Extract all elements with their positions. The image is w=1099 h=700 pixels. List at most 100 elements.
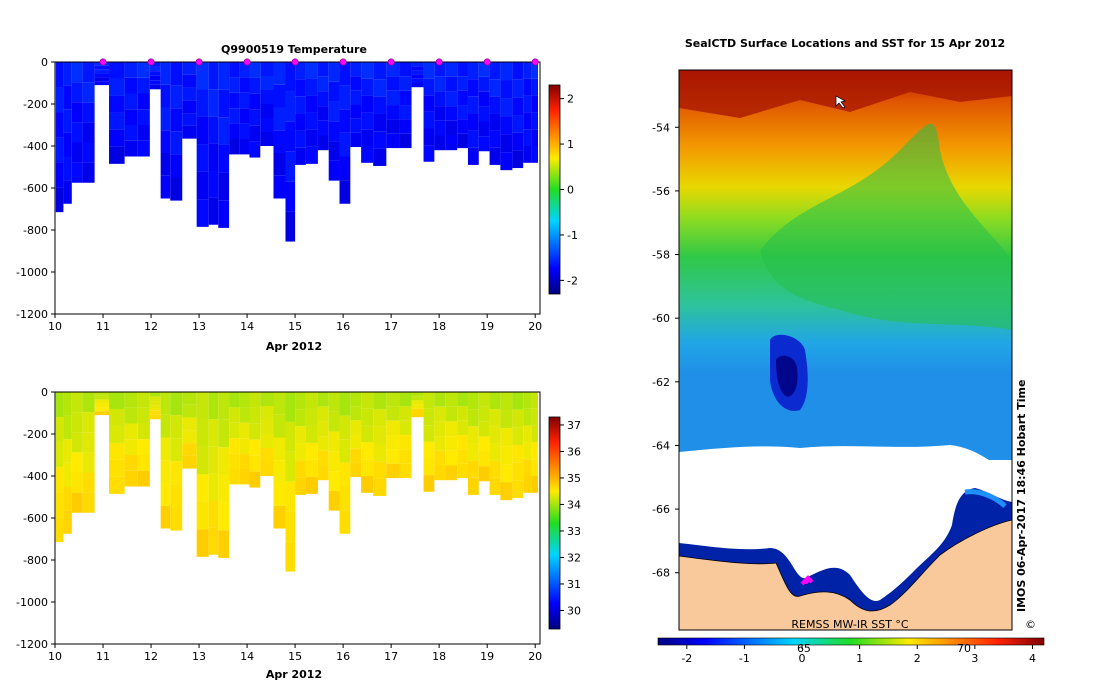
profile-cell bbox=[63, 510, 72, 534]
profile-cell bbox=[208, 527, 219, 555]
profile-cell bbox=[512, 480, 524, 499]
x-tick-label: 11 bbox=[96, 650, 110, 663]
profile-cell bbox=[305, 95, 318, 113]
profile-cell bbox=[467, 477, 479, 495]
profile-cell bbox=[317, 436, 329, 451]
profile-cell bbox=[285, 392, 296, 422]
profile-cell bbox=[182, 125, 197, 139]
profile-cell bbox=[109, 459, 125, 477]
profile-cell bbox=[386, 420, 400, 436]
profile-cell bbox=[170, 108, 183, 132]
profile-cell bbox=[445, 450, 458, 466]
profile-cell bbox=[317, 450, 329, 466]
profile-cell bbox=[218, 502, 230, 531]
profile-cell bbox=[328, 490, 340, 511]
salinity-colorbar-ticks: 37 36 35 34 33 32 31 30 bbox=[560, 419, 581, 617]
profile-cell bbox=[445, 465, 458, 481]
profile-cell bbox=[196, 171, 209, 200]
profile-cell bbox=[71, 62, 83, 83]
profile-cell bbox=[208, 62, 219, 90]
profile-cell bbox=[182, 430, 197, 444]
profile-cell bbox=[160, 62, 171, 85]
profile-cell bbox=[82, 82, 95, 103]
profile-cell bbox=[489, 392, 501, 410]
profile-cell bbox=[273, 460, 286, 483]
profile-cell bbox=[339, 510, 351, 534]
profile-cell bbox=[160, 130, 171, 153]
profile-cell bbox=[239, 108, 250, 124]
profile-cell bbox=[295, 426, 306, 444]
profile-cell bbox=[434, 91, 446, 107]
profile-cell bbox=[71, 412, 83, 433]
profile-cell bbox=[523, 95, 532, 113]
profile-cell bbox=[55, 162, 64, 188]
profile-cell bbox=[500, 80, 513, 99]
profile-cell bbox=[109, 95, 125, 113]
profile-cell bbox=[531, 408, 538, 426]
profile-cell bbox=[63, 132, 72, 157]
profile-cell bbox=[411, 400, 424, 405]
profile-cell bbox=[339, 109, 351, 133]
profile-cell bbox=[500, 410, 513, 429]
x-tick-label: 10 bbox=[48, 320, 62, 333]
profile-cell bbox=[361, 129, 374, 146]
profile-cell bbox=[457, 406, 468, 421]
profile-cell bbox=[478, 106, 490, 122]
x-tick-label: 14 bbox=[240, 650, 254, 663]
profile-cell bbox=[523, 459, 532, 476]
profile-cell bbox=[457, 76, 468, 91]
profile-cell bbox=[196, 501, 209, 530]
profile-cell bbox=[373, 409, 387, 427]
profile-cell bbox=[273, 130, 286, 153]
profile-cell bbox=[285, 421, 296, 452]
profile-cell bbox=[489, 113, 501, 131]
profile-cell bbox=[457, 392, 468, 407]
profile-cell bbox=[208, 446, 219, 474]
profile-cell bbox=[350, 132, 362, 148]
profile-cell bbox=[137, 407, 150, 424]
profile-cell bbox=[160, 505, 171, 529]
profile-cell bbox=[399, 435, 412, 450]
profile-cell bbox=[124, 109, 138, 125]
profile-cell bbox=[82, 432, 95, 453]
profile-cell bbox=[94, 81, 110, 86]
profile-cell bbox=[411, 404, 424, 409]
profile-cell bbox=[361, 78, 374, 96]
profile-cell bbox=[478, 121, 490, 137]
colorbar-tick-label: 2 bbox=[567, 93, 574, 106]
profile-cell bbox=[434, 62, 446, 77]
profile-cell bbox=[229, 422, 240, 439]
profile-cell bbox=[63, 85, 72, 110]
profile-cell bbox=[137, 392, 150, 408]
profile-cell bbox=[82, 452, 95, 473]
profile-marker bbox=[291, 58, 299, 66]
x-tick-label: 11 bbox=[96, 320, 110, 333]
profile-cell bbox=[531, 425, 538, 443]
profile-marker bbox=[483, 58, 491, 66]
profile-marker bbox=[435, 58, 443, 66]
profile-cell bbox=[160, 437, 171, 461]
profile-cell bbox=[350, 462, 362, 478]
lat-tick-label: -62 bbox=[652, 376, 670, 389]
profile-cell bbox=[137, 470, 150, 487]
profile-cell bbox=[457, 133, 468, 149]
x-tick-label: 19 bbox=[480, 320, 494, 333]
x-tick-label: 12 bbox=[144, 650, 158, 663]
profile-cell bbox=[218, 144, 230, 173]
sst-green-tongue bbox=[760, 123, 1012, 331]
salinity-x-label: Apr 2012 bbox=[266, 668, 322, 681]
profile-cell bbox=[196, 419, 209, 447]
x-tick-label: 12 bbox=[144, 320, 158, 333]
sst-map-area[interactable] bbox=[679, 70, 1012, 630]
profile-cell bbox=[82, 62, 95, 83]
profile-cell bbox=[260, 434, 274, 448]
profile-cell bbox=[149, 71, 161, 76]
profile-cell bbox=[124, 439, 138, 455]
sst-colorbar-f-label: 65 bbox=[797, 642, 811, 655]
profile-cell bbox=[229, 62, 240, 78]
profile-cell bbox=[523, 425, 532, 443]
profile-cell bbox=[373, 62, 387, 80]
sst-map-frame bbox=[678, 69, 1013, 631]
profile-cell bbox=[467, 460, 479, 478]
profile-marker bbox=[243, 58, 251, 66]
